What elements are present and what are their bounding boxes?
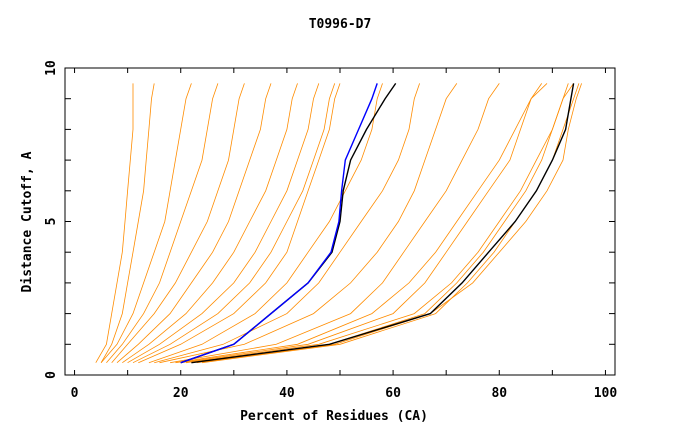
series-line-model (127, 83, 320, 364)
series-line-model (100, 83, 192, 363)
series-line-model (148, 83, 383, 364)
y-tick-label: 5 (44, 218, 59, 226)
series-line-model (95, 83, 134, 363)
series-line-model (116, 83, 272, 364)
x-tick-label: 20 (173, 386, 189, 401)
curves (95, 83, 582, 364)
series-line-model (138, 83, 341, 364)
series-line-model (180, 83, 543, 364)
series-line-model (106, 83, 219, 363)
y-tick-label: 0 (44, 371, 59, 379)
series-line-model (111, 83, 245, 363)
series-line-highlight-3 (180, 83, 378, 364)
x-tick-label: 40 (279, 386, 295, 401)
series-line-highlight-1 (191, 83, 575, 364)
x-tick-label: 80 (491, 386, 507, 401)
series-line-model (159, 83, 458, 364)
x-tick-label: 100 (594, 386, 618, 401)
series-line-model (201, 83, 580, 364)
series-line-highlight-2 (180, 83, 397, 364)
series-line-model (170, 83, 500, 364)
series-line-model (196, 83, 582, 364)
y-axis-label: Distance Cutoff, A (20, 151, 35, 292)
series-line-model (175, 83, 548, 364)
series-line-model (154, 83, 420, 364)
x-tick-label: 60 (385, 386, 401, 401)
series-line-model (191, 83, 569, 364)
series-line-model (185, 83, 574, 364)
axis-ticks: 0 20 40 60 80 100 0 5 10 (44, 60, 617, 401)
series-line-model (132, 83, 336, 364)
x-tick-label: 0 (71, 386, 79, 401)
series-line-model (100, 83, 155, 363)
chart-title: T0996-D7 (309, 17, 372, 32)
series-line-model (122, 83, 298, 364)
y-tick-label: 10 (44, 60, 59, 76)
x-axis-label: Percent of Residues (CA) (240, 409, 428, 424)
